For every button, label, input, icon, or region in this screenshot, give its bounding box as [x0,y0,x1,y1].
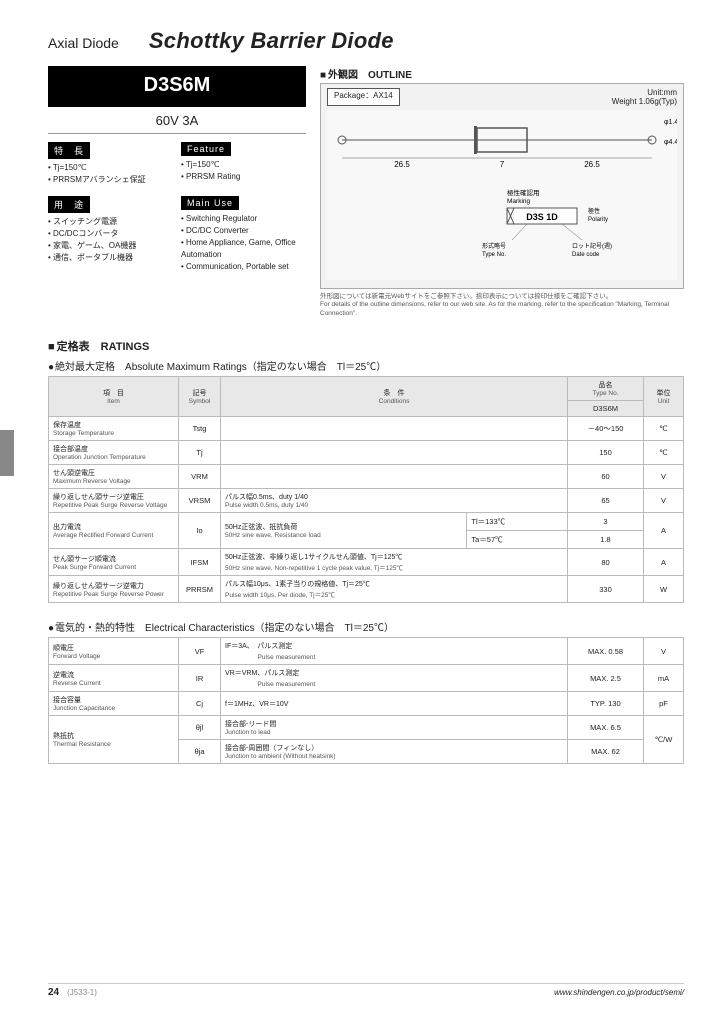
ratings-table: 項 目Item 記号Symbol 条 件Conditions 品名Type No… [48,376,684,603]
category: Axial Diode [48,35,119,51]
svg-text:D3S 1D: D3S 1D [526,212,558,222]
uses-label-jp: 用 途 [48,196,90,213]
svg-text:7: 7 [500,160,505,169]
abs-max-heading: 絶対最大定格 Absolute Maximum Ratings（指定のない場合 … [48,358,684,373]
features-jp: Tj=150℃ PRRSMアバランシェ保証 [48,162,173,186]
svg-text:φ4.4: φ4.4 [664,139,677,146]
svg-text:形式略号: 形式略号 [482,242,506,250]
table-row: 逆電流Reverse Current IR VR＝VRM、パルス測定 Pulse… [49,665,684,692]
uses-jp: スイッチング電源 DC/DCコンバータ 家電、ゲーム、OA機器 通信、ポータブル… [48,216,173,264]
svg-text:ロット記号(週): ロット記号(週) [572,242,612,250]
th-item: 項 目Item [49,377,179,417]
top-block: D3S6M 60V 3A 特 長 Tj=150℃ PRRSMアバランシェ保証 F… [48,66,684,318]
weight-label: Weight 1.06g(Typ) [612,97,677,106]
svg-text:Date code: Date code [572,252,600,258]
th-conditions: 条 件Conditions [221,377,568,417]
features-en: Tj=150℃ PRRSM Rating [181,159,306,183]
svg-text:φ1.4: φ1.4 [664,119,677,126]
package-label: Package：AX14 [327,88,400,106]
elec-heading: 電気的・熱的特性 Electrical Characteristics（指定のな… [48,619,684,634]
table-row: 繰り返しせん頭サージ逆電圧Repetitive Peak Surge Rever… [49,489,684,513]
outline-footnote: 外形図については新電元Webサイトをご参照下さい。捺印表示については捺印仕様をご… [320,293,684,318]
features-label-en: Feature [181,142,231,156]
part-number: D3S6M [48,66,306,107]
footer: 24 (J533-1) www.shindengen.co.jp/product… [48,983,684,998]
table-row: 順電圧Forward Voltage VF IF＝3A、 パルス測定 Pulse… [49,638,684,665]
table-row: 接合部温度Operation Junction Temperature Tj 1… [49,441,684,465]
header: Axial Diode Schottky Barrier Diode [48,28,684,54]
unit-label: Unit:mm [647,88,677,97]
page-number: 24 [48,987,59,998]
table-row: 繰り返しせん頭サージ逆電力Repetitive Peak Surge Rever… [49,576,684,603]
outline-box: Package：AX14 Unit:mm Weight 1.06g(Typ) 2… [320,83,684,289]
th-type: 品名Type No. [568,377,644,401]
side-tab [0,430,14,476]
part-spec: 60V 3A [48,109,306,134]
svg-text:26.5: 26.5 [394,160,410,169]
doc-code: (J533-1) [67,988,97,997]
svg-text:Marking: Marking [507,198,531,205]
th-unit: 単位Unit [644,377,684,417]
svg-text:Type No.: Type No. [482,252,506,258]
svg-text:極性: 極性 [588,207,600,215]
outline-column: 外観図 OUTLINE Package：AX14 Unit:mm Weight … [320,66,684,318]
uses-label-en: Main Use [181,196,239,210]
features-label-jp: 特 長 [48,142,90,159]
svg-text:極性確認用: 極性確認用 [507,188,540,197]
table-row: 保存温度Storage Temperature Tstg －40～150 ℃ [49,417,684,441]
outline-heading: 外観図 OUTLINE [320,66,684,81]
svg-text:26.5: 26.5 [584,160,600,169]
ratings-heading: 定格表 RATINGS [48,338,684,354]
table-row: せん頭逆電圧Maximum Reverse Voltage VRM 60 V [49,465,684,489]
left-column: D3S6M 60V 3A 特 長 Tj=150℃ PRRSMアバランシェ保証 F… [48,66,306,318]
footer-url: www.shindengen.co.jp/product/semi/ [554,988,684,997]
outline-drawing: 26.5 7 26.5 φ1.4 φ4.4 極性確認用 Marking D3S … [327,110,677,280]
svg-text:Polarity: Polarity [588,217,608,223]
datasheet-page: Axial Diode Schottky Barrier Diode D3S6M… [0,0,720,1012]
table-row: 熱抵抗Thermal Resistance θjl 接合部-リード間Juncti… [49,716,684,740]
table-row: 接合容量Junction Capacitance Cj f＝1MHz、VR＝10… [49,692,684,716]
table-row: 出力電流Average Rectified Forward Current Io… [49,513,684,531]
th-part: D3S6M [568,401,644,417]
page-title: Schottky Barrier Diode [149,28,394,54]
elec-table: 順電圧Forward Voltage VF IF＝3A、 パルス測定 Pulse… [48,637,684,764]
th-symbol: 記号Symbol [179,377,221,417]
uses-en: Switching Regulator DC/DC Converter Home… [181,213,306,273]
table-row: せん頭サージ順電流Peak Surge Forward Current IFSM… [49,549,684,576]
